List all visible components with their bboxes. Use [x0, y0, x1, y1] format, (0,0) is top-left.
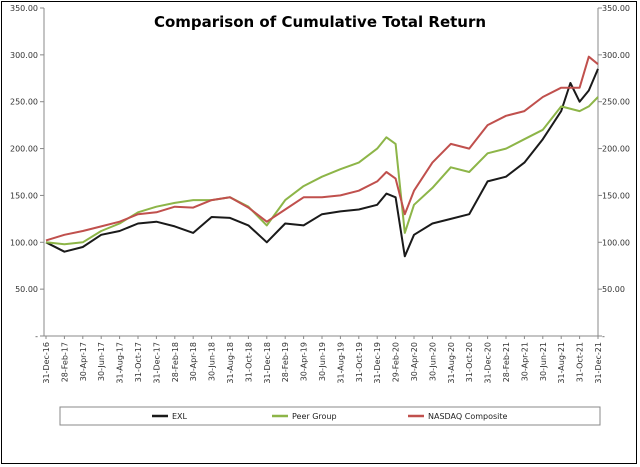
x-tick-label: 29-Feb-20 [392, 342, 401, 382]
y-tick-label-left: 100.00 [10, 238, 38, 247]
x-tick-label: 31-Dec-16 [42, 342, 51, 384]
y-tick-label-left: 300.00 [10, 51, 38, 60]
series-line-2 [45, 55, 599, 242]
x-tick-label: 30-Jun-17 [97, 342, 106, 381]
y-tick-label-left: 50.00 [15, 285, 38, 294]
x-tick-label: 30-Apr-20 [410, 342, 419, 381]
y-tick-label-right: 200.00 [602, 145, 630, 154]
x-tick-label: 31-Dec-20 [484, 342, 493, 384]
x-tick-label: 31-Aug-20 [447, 342, 456, 384]
x-tick-label: 28-Feb-21 [502, 342, 511, 382]
x-tick-label: 31-Dec-18 [263, 342, 272, 384]
x-tick-label: 31-Aug-18 [226, 342, 235, 384]
y-tick-label-right: 50.00 [602, 285, 625, 294]
y-tick-label-left: 150.00 [10, 191, 38, 200]
x-tick-label: 30-Apr-21 [520, 342, 529, 381]
x-tick-label: 31-Dec-17 [152, 342, 161, 384]
y-tick-label-right: - [602, 332, 605, 341]
legend-box [59, 406, 601, 426]
x-tick-label: 31-Dec-21 [594, 342, 603, 384]
x-tick-label: 31-Oct-18 [244, 342, 253, 382]
y-tick-label-right: 150.00 [602, 191, 630, 200]
x-tick-label: 28-Feb-18 [171, 342, 180, 382]
x-tick-label: 30-Apr-18 [189, 342, 198, 381]
series-line-1 [45, 96, 599, 246]
x-tick-label: 31-Aug-17 [116, 342, 125, 384]
chart-title: Comparison of Cumulative Total Return [154, 13, 486, 31]
y-tick-label-right: 250.00 [602, 98, 630, 107]
y-tick-label-right: 350.00 [602, 4, 630, 13]
x-tick-label: 30-Jun-20 [428, 342, 437, 381]
x-tick-label: 31-Aug-19 [336, 342, 345, 384]
y-tick-label-left: 350.00 [10, 4, 38, 13]
y-tick-label-left: 200.00 [10, 145, 38, 154]
x-tick-label: 31-Oct-20 [465, 342, 474, 382]
x-tick-label: 30-Jun-18 [208, 342, 217, 381]
y-tick-label-left: 250.00 [10, 98, 38, 107]
x-tick-label: 28-Feb-17 [60, 342, 69, 382]
y-tick-label-left: - [35, 332, 38, 341]
x-tick-label: 30-Jun-21 [539, 342, 548, 381]
series-line-0 [45, 68, 599, 258]
x-tick-label: 31-Oct-21 [576, 342, 585, 382]
x-tick-label: 30-Apr-17 [79, 342, 88, 381]
x-tick-label: 31-Oct-19 [355, 342, 364, 382]
x-tick-label: 31-Dec-19 [373, 342, 382, 384]
x-tick-label: 30-Apr-19 [300, 342, 309, 381]
y-tick-label-right: 300.00 [602, 51, 630, 60]
x-tick-label: 28-Feb-19 [281, 342, 290, 382]
x-tick-label: 30-Jun-19 [318, 342, 327, 381]
x-tick-label: 31-Oct-17 [134, 342, 143, 382]
y-tick-label-right: 100.00 [602, 238, 630, 247]
legend-label-1: Peer Group [292, 412, 337, 421]
legend-label-0: EXL [172, 412, 188, 421]
legend-label-2: NASDAQ Composite [428, 412, 508, 421]
x-tick-label: 31-Aug-21 [557, 342, 566, 384]
